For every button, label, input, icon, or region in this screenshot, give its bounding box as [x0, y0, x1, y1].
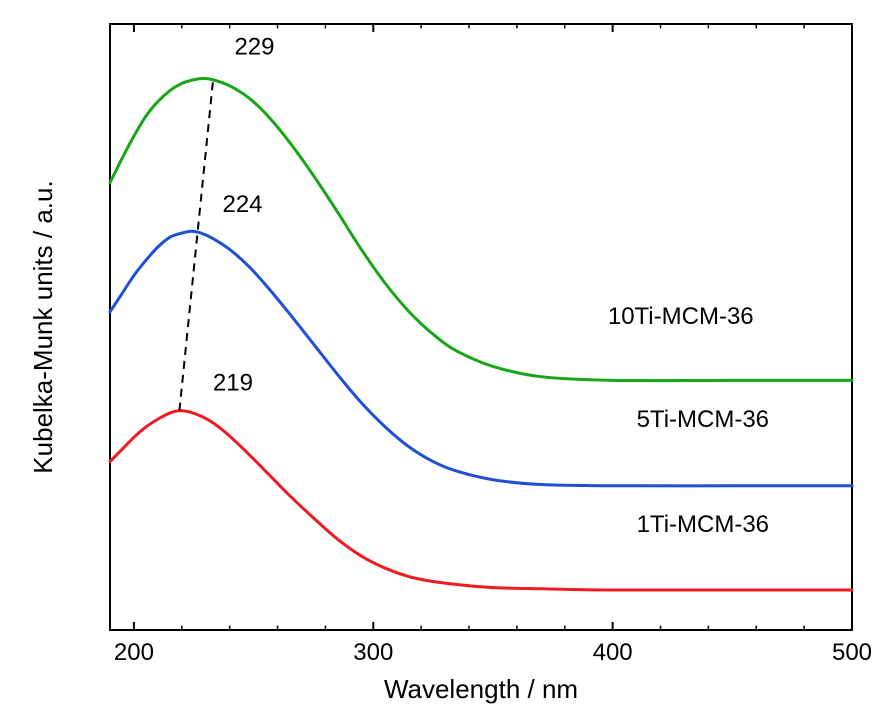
uv-vis-chart: 200 300 400 500 Wavelength / nm Kubelka-Munk …: [0, 0, 874, 724]
series-line: [110, 79, 852, 381]
x-tick-label: 200: [114, 639, 154, 666]
series-line: [110, 411, 852, 591]
series-label: 5Ti-MCM-36: [637, 406, 769, 433]
series-line: [110, 231, 852, 486]
x-tick-label: 300: [353, 639, 393, 666]
x-axis-label: Wavelength / nm: [384, 674, 578, 704]
peak-label: 229: [234, 33, 274, 60]
peak-guide-line: [179, 82, 213, 411]
y-axis-label: Kubelka-Munk units / a.u.: [28, 180, 58, 473]
series-label: 1Ti-MCM-36: [637, 511, 769, 538]
series-label: 10Ti-MCM-36: [608, 303, 754, 330]
peak-label: 224: [222, 191, 262, 218]
chart-svg: 200 300 400 500 Wavelength / nm Kubelka-Munk …: [0, 0, 874, 724]
x-tick-label: 500: [832, 639, 872, 666]
peak-label: 219: [213, 370, 253, 397]
x-tick-label: 400: [593, 639, 633, 666]
